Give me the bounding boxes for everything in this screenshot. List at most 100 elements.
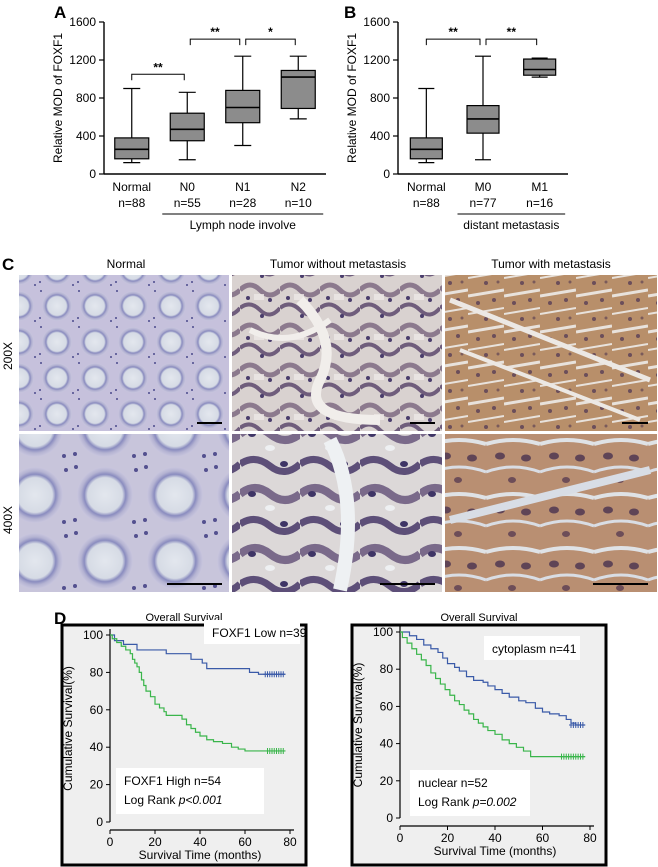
box-iqr (114, 137, 150, 160)
micro-row-label-200x: 200X (1, 342, 15, 370)
micrograph-tumor-with-metastasis-400x (445, 434, 657, 592)
category-label: N0 (180, 180, 196, 194)
survival-curve (400, 631, 586, 758)
x-tick-label: 80 (283, 835, 297, 849)
legend-box (204, 620, 300, 644)
significance-mark: ** (153, 60, 163, 74)
censor-mark (580, 753, 585, 760)
log-rank-stat: Log Rank p=0.002 (418, 795, 517, 809)
box-iqr (169, 112, 205, 142)
micro-col-title-with-metastasis: Tumor with metastasis (491, 257, 611, 271)
y-tick-label: 100 (83, 628, 103, 642)
stat-prefix: Log Rank (418, 795, 473, 809)
category-label: M1 (531, 180, 548, 194)
y-tick-label: 800 (370, 91, 390, 105)
y-tick-label: 20 (380, 774, 394, 788)
x-tick-label: 60 (536, 831, 550, 845)
significance-mark: ** (448, 25, 458, 39)
censor-mark (281, 671, 286, 678)
significance-bracket (189, 38, 241, 46)
box-iqr (523, 58, 557, 76)
legend-high: FOXF1 High n=54 (124, 774, 221, 788)
y-tick-label: 40 (380, 737, 394, 751)
legend-nuclear: nuclear n=52 (418, 776, 488, 790)
significance-mark: ** (210, 25, 220, 39)
category-label: M0 (475, 180, 492, 194)
y-tick-label: 40 (90, 740, 104, 754)
plot-frame (60, 623, 308, 867)
y-tick-label: 80 (380, 662, 394, 676)
legend-low: FOXF1 Low n=39 (212, 626, 307, 640)
category-label: N2 (291, 180, 307, 194)
stat-prefix: Log Rank (124, 793, 179, 807)
y-tick-label: 0 (96, 815, 103, 829)
category-n: n=55 (174, 196, 201, 210)
group-label: Lymph node involve (190, 218, 297, 232)
y-tick-label: 100 (373, 625, 393, 639)
box-iqr (225, 89, 261, 124)
significance-bracket (485, 38, 538, 46)
y-tick-label: 60 (90, 703, 104, 717)
y-tick-label: 0 (383, 167, 390, 181)
significance-mark: ** (507, 25, 517, 39)
group-label: distant metastasis (463, 218, 559, 232)
panel-letter-b: B (344, 3, 356, 22)
x-tick-label: 40 (193, 835, 207, 849)
x-tick-label: 80 (583, 831, 597, 845)
box-iqr (409, 137, 443, 160)
km-plot-location: Overall Survival 0 20 40 60 80 100 0 20 40 60 80 Sur… (350, 612, 608, 867)
panel-letter-a: A (54, 3, 66, 22)
x-axis-label: Survival Time (months) (139, 848, 262, 862)
category-label: Normal (112, 180, 151, 194)
y-tick-label: 80 (90, 665, 104, 679)
plot-title: Overall Survival (145, 612, 222, 624)
micro-row-label-400x: 400X (1, 506, 15, 534)
x-tick-label: 0 (397, 831, 404, 845)
micrograph-normal-400x (19, 434, 229, 592)
survival-curve (110, 634, 286, 675)
boxplot-a: 0 400 800 1200 1600 Relative MOD of FOXF1 Norm… (51, 15, 326, 232)
micrograph-normal-200x (19, 275, 229, 431)
stat-value: p=0.002 (472, 795, 517, 809)
x-tick-label: 20 (441, 831, 455, 845)
y-axis-label: Cumulative Survival(%) (61, 666, 75, 791)
y-tick-label: 1200 (363, 53, 390, 67)
survival-curve (400, 631, 586, 726)
legend-cytoplasm: cytoplasm n=41 (492, 642, 577, 656)
micrograph-tumor-no-metastasis-400x (232, 434, 442, 592)
plot-title: Overall Survival (440, 612, 517, 624)
significance-bracket (131, 73, 185, 81)
significance-bracket (245, 38, 296, 46)
legend-box (410, 770, 530, 816)
legend-box (484, 636, 580, 660)
micrograph-tumor-no-metastasis-200x (232, 275, 442, 431)
y-tick-label: 1600 (363, 15, 390, 29)
panel-letter-c: C (2, 255, 14, 274)
x-tick-label: 40 (488, 831, 502, 845)
censor-mark (580, 722, 585, 728)
survival-curve (110, 634, 286, 752)
km-plot-expression: Overall Survival 0 20 40 60 80 100 0 20 40 60 80 Sur… (60, 612, 308, 867)
log-rank-stat: Log Rank p<0.001 (124, 793, 222, 807)
y-axis-label: Relative MOD of FOXF1 (51, 33, 65, 163)
plot-frame (350, 623, 608, 867)
micrograph-tumor-with-metastasis-200x (445, 275, 657, 431)
y-tick-label: 1200 (69, 53, 96, 67)
category-label: Normal (407, 180, 446, 194)
category-n: n=77 (469, 196, 496, 210)
x-tick-label: 60 (238, 835, 252, 849)
significance-bracket (425, 38, 481, 46)
x-tick-label: 0 (107, 835, 114, 849)
category-n: n=10 (285, 196, 312, 210)
boxplot-b: 0 400 800 1200 1600 Relative MOD of FOXF1 Norm… (345, 15, 568, 232)
x-axis-label: Survival Time (months) (434, 844, 557, 858)
category-n: n=88 (413, 196, 440, 210)
legend-box (116, 768, 264, 814)
category-n: n=28 (229, 196, 256, 210)
micro-col-title-no-metastasis: Tumor without metastasis (270, 257, 406, 271)
y-axis-label: Relative MOD of FOXF1 (345, 33, 359, 163)
y-tick-label: 60 (380, 699, 394, 713)
y-tick-label: 400 (370, 129, 390, 143)
y-tick-label: 20 (90, 778, 104, 792)
